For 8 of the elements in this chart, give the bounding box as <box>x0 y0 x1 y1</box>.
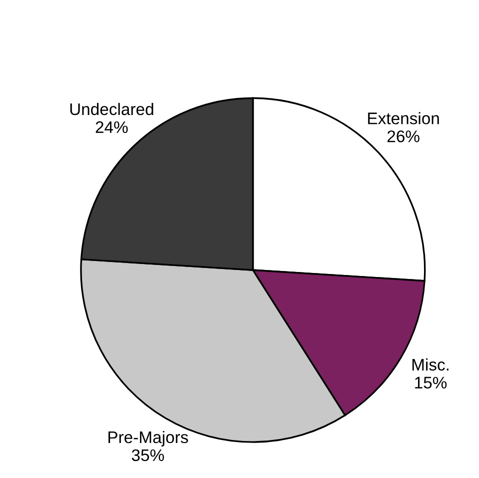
slice-label: Pre-Majors <box>108 430 188 446</box>
data-label: 24% <box>96 121 128 134</box>
data-label: 35% <box>132 449 164 462</box>
data-label: 26% <box>387 130 420 142</box>
slice-label: Extension <box>368 112 439 124</box>
data-label: 15% <box>415 376 447 389</box>
slice-label: Undeclared <box>70 102 154 116</box>
slice-label: Misc. <box>412 358 448 371</box>
